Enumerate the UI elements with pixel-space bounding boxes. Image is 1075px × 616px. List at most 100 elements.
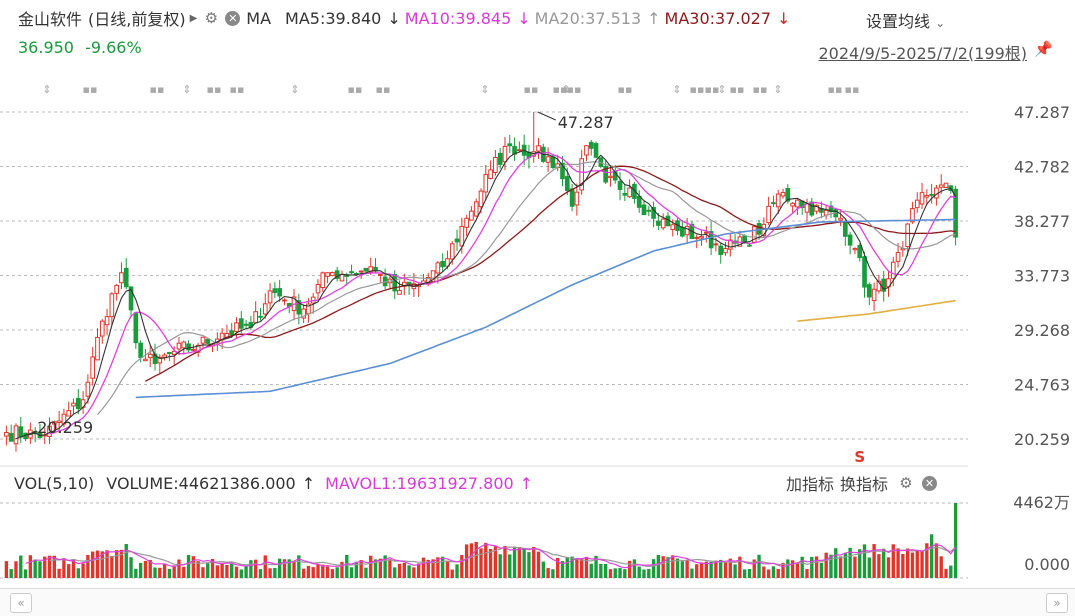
volume-bar xyxy=(292,560,296,578)
volume-bar xyxy=(757,554,761,578)
candle-body xyxy=(234,322,239,333)
candle-body xyxy=(128,286,134,311)
volume-bar xyxy=(230,563,234,578)
volume-bar xyxy=(421,557,426,578)
candle-body xyxy=(713,243,719,246)
candle-body xyxy=(99,320,105,337)
candle-body xyxy=(718,245,724,256)
volume-bar xyxy=(647,568,651,578)
candle-body xyxy=(243,323,249,326)
candles xyxy=(4,112,958,452)
ma30-arrow: ↓ xyxy=(777,8,791,28)
candle-body xyxy=(876,280,882,292)
volume-bar xyxy=(527,552,531,578)
price-grid xyxy=(0,111,968,440)
ma20-arrow: ↑ xyxy=(647,8,661,28)
volume-bar xyxy=(19,555,23,578)
scroll-right-icon[interactable]: » xyxy=(1046,593,1068,613)
volume-bar xyxy=(306,565,311,578)
pin-icon[interactable]: 📌 xyxy=(1034,40,1053,58)
low-arrow xyxy=(15,430,38,440)
volume-bar xyxy=(949,565,953,578)
candle-body xyxy=(75,397,81,410)
candle-body xyxy=(167,352,172,355)
volume-bar xyxy=(225,564,229,578)
candle-body xyxy=(85,381,91,397)
volume-bar xyxy=(882,548,886,578)
volume-bar xyxy=(613,568,617,578)
candle-body xyxy=(790,202,795,207)
volume-bar xyxy=(920,551,924,578)
mavol-arrow: ↑ xyxy=(519,473,534,493)
volume-bar xyxy=(699,562,704,578)
volume-bar xyxy=(407,565,411,578)
volume-bar xyxy=(244,566,248,578)
volume-bar xyxy=(47,555,52,578)
volume-bar xyxy=(608,569,613,578)
set-ma-button[interactable]: 设置均线 ⌄ xyxy=(866,8,945,32)
candle-body xyxy=(550,156,556,168)
volume-bar xyxy=(258,569,263,578)
volume-bar xyxy=(575,559,579,578)
volume-bar xyxy=(76,568,80,578)
event-marker: ▪▪ xyxy=(553,83,568,96)
volume-bars xyxy=(4,503,958,578)
candle-body xyxy=(905,223,910,248)
date-range[interactable]: 2024/9/5-2025/7/2(199根) xyxy=(818,44,1027,63)
volume-bar xyxy=(388,559,392,578)
add-indicator-button[interactable]: 加指标 xyxy=(786,475,835,494)
ma30-line xyxy=(145,165,956,382)
volume-axis: 4462万 0.000 xyxy=(1013,493,1070,574)
volume-bar xyxy=(944,568,948,578)
candle-body xyxy=(938,184,944,188)
stock-name[interactable]: 金山软件 xyxy=(18,10,83,29)
candle-body xyxy=(435,262,441,274)
candle-body xyxy=(670,224,676,231)
candle-body xyxy=(143,358,148,362)
close-icon[interactable]: ✕ xyxy=(225,10,241,26)
candle-body xyxy=(104,316,110,326)
candle-body xyxy=(358,270,364,273)
volume-bar xyxy=(71,559,76,578)
candle-body xyxy=(56,420,62,424)
volume-bar xyxy=(872,544,876,578)
scroll-left-icon[interactable]: « xyxy=(10,593,32,613)
chevron-right-icon[interactable]: ▶ xyxy=(189,12,198,24)
candle-body xyxy=(483,174,489,193)
volume-bar xyxy=(220,562,224,578)
close-icon[interactable]: ✕ xyxy=(922,475,938,491)
event-marker: ⇕ xyxy=(480,83,489,96)
gear-icon[interactable]: ⚙ xyxy=(899,474,913,492)
event-marker: ⇕ xyxy=(42,83,51,96)
event-marker: ▪▪ xyxy=(730,83,745,96)
volume-bar xyxy=(91,551,95,578)
volume-bar xyxy=(28,555,33,578)
switch-indicator-button[interactable]: 换指标 xyxy=(840,475,889,494)
gear-icon[interactable]: ⚙ xyxy=(204,9,219,27)
volume-bar xyxy=(335,567,339,578)
volume-bar xyxy=(182,566,186,578)
scroll-bar[interactable]: « » xyxy=(0,588,1075,616)
candle-body xyxy=(229,330,235,336)
candle-body xyxy=(847,234,853,246)
event-marker: ▪▪ xyxy=(828,83,843,96)
candle-body xyxy=(392,274,398,292)
event-marker: ⇕ xyxy=(182,83,191,96)
candle-body xyxy=(157,356,163,364)
volume-bar xyxy=(795,563,800,578)
high-label: 47.287 xyxy=(558,113,614,132)
volume-bar xyxy=(685,560,689,578)
volume-bar xyxy=(316,564,320,578)
candle-body xyxy=(90,356,96,379)
volume-bar xyxy=(4,561,9,578)
volume-bar xyxy=(560,561,565,578)
volume-bar xyxy=(124,544,128,578)
volume-bar xyxy=(709,561,713,578)
ma-label: MA xyxy=(246,8,272,28)
volume-bar xyxy=(62,558,66,578)
high-arrow xyxy=(537,111,556,121)
volume-bar xyxy=(354,561,359,578)
candle-body xyxy=(569,188,575,207)
change-percent: -9.66% xyxy=(85,38,142,57)
